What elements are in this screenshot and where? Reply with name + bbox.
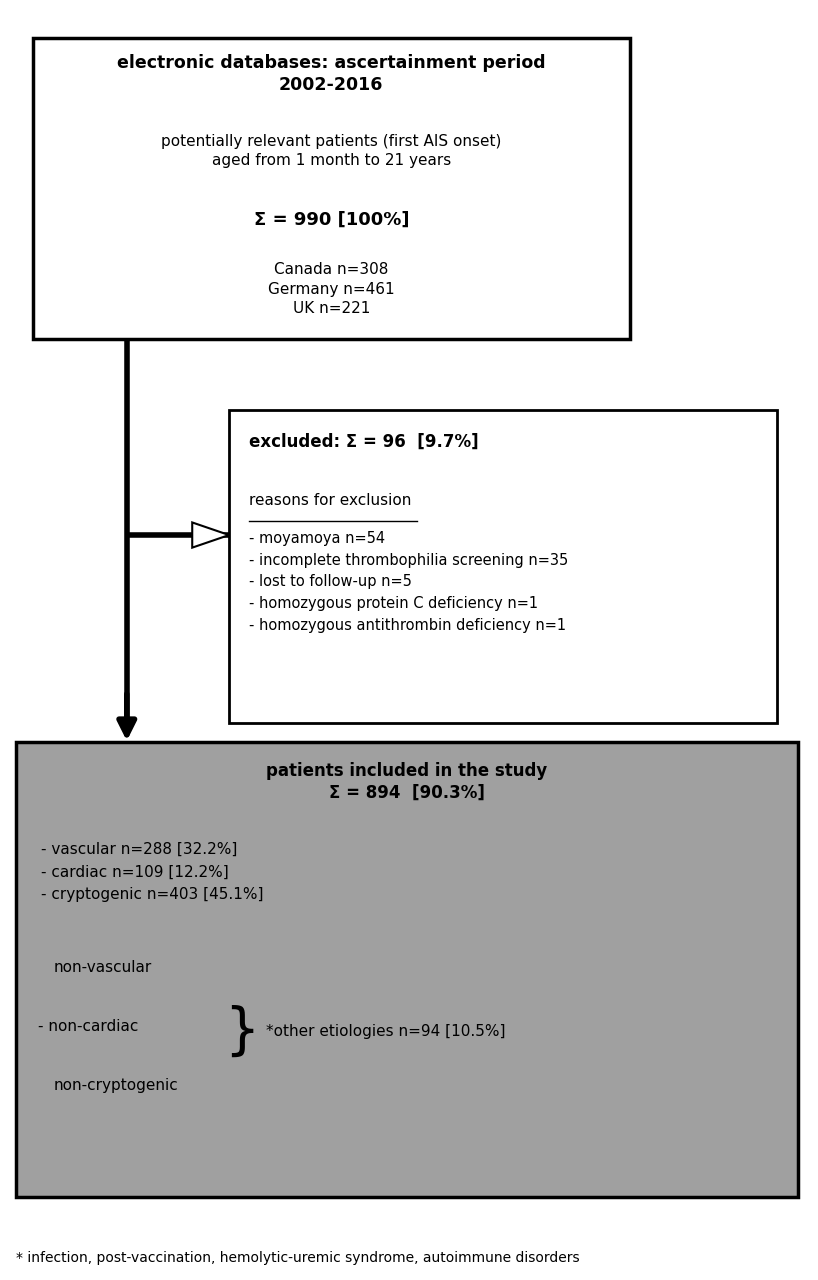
Text: electronic databases: ascertainment period
2002-2016: electronic databases: ascertainment peri… xyxy=(117,54,546,93)
Text: non-vascular: non-vascular xyxy=(53,960,151,975)
FancyBboxPatch shape xyxy=(33,38,630,339)
Text: * infection, post-vaccination, hemolytic-uremic syndrome, autoimmune disorders: * infection, post-vaccination, hemolytic… xyxy=(16,1251,580,1265)
Text: reasons for exclusion: reasons for exclusion xyxy=(249,493,412,508)
Text: Σ = 990 [100%]: Σ = 990 [100%] xyxy=(254,211,409,229)
Text: - moyamoya n=54
- incomplete thrombophilia screening n=35
- lost to follow-up n=: - moyamoya n=54 - incomplete thrombophil… xyxy=(249,531,569,632)
Text: potentially relevant patients (first AIS onset)
aged from 1 month to 21 years: potentially relevant patients (first AIS… xyxy=(161,134,501,168)
Text: patients included in the study
Σ = 894  [90.3%]: patients included in the study Σ = 894 [… xyxy=(267,762,547,801)
Text: non-cryptogenic: non-cryptogenic xyxy=(53,1078,178,1093)
Polygon shape xyxy=(192,522,229,548)
Text: Canada n=308
Germany n=461
UK n=221: Canada n=308 Germany n=461 UK n=221 xyxy=(268,262,394,316)
Text: excluded: Σ = 96  [9.7%]: excluded: Σ = 96 [9.7%] xyxy=(249,433,479,451)
Text: }: } xyxy=(223,1005,259,1059)
Text: - vascular n=288 [32.2%]
- cardiac n=109 [12.2%]
- cryptogenic n=403 [45.1%]: - vascular n=288 [32.2%] - cardiac n=109… xyxy=(41,842,263,901)
FancyBboxPatch shape xyxy=(229,410,777,723)
Text: *other etiologies n=94 [10.5%]: *other etiologies n=94 [10.5%] xyxy=(266,1024,506,1039)
Text: - non-cardiac: - non-cardiac xyxy=(38,1019,139,1034)
FancyBboxPatch shape xyxy=(16,742,798,1197)
